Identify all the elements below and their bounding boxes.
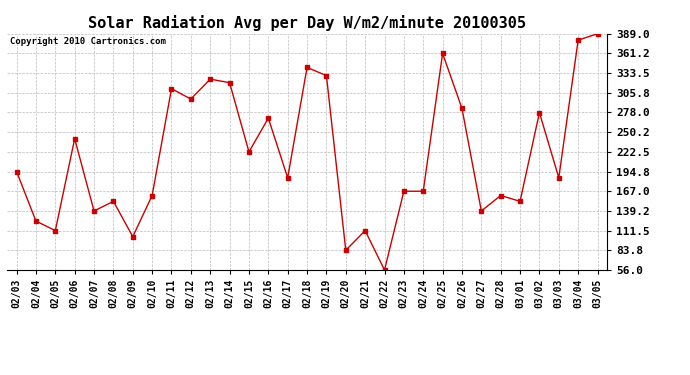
Title: Solar Radiation Avg per Day W/m2/minute 20100305: Solar Radiation Avg per Day W/m2/minute … <box>88 15 526 31</box>
Text: Copyright 2010 Cartronics.com: Copyright 2010 Cartronics.com <box>10 37 166 46</box>
